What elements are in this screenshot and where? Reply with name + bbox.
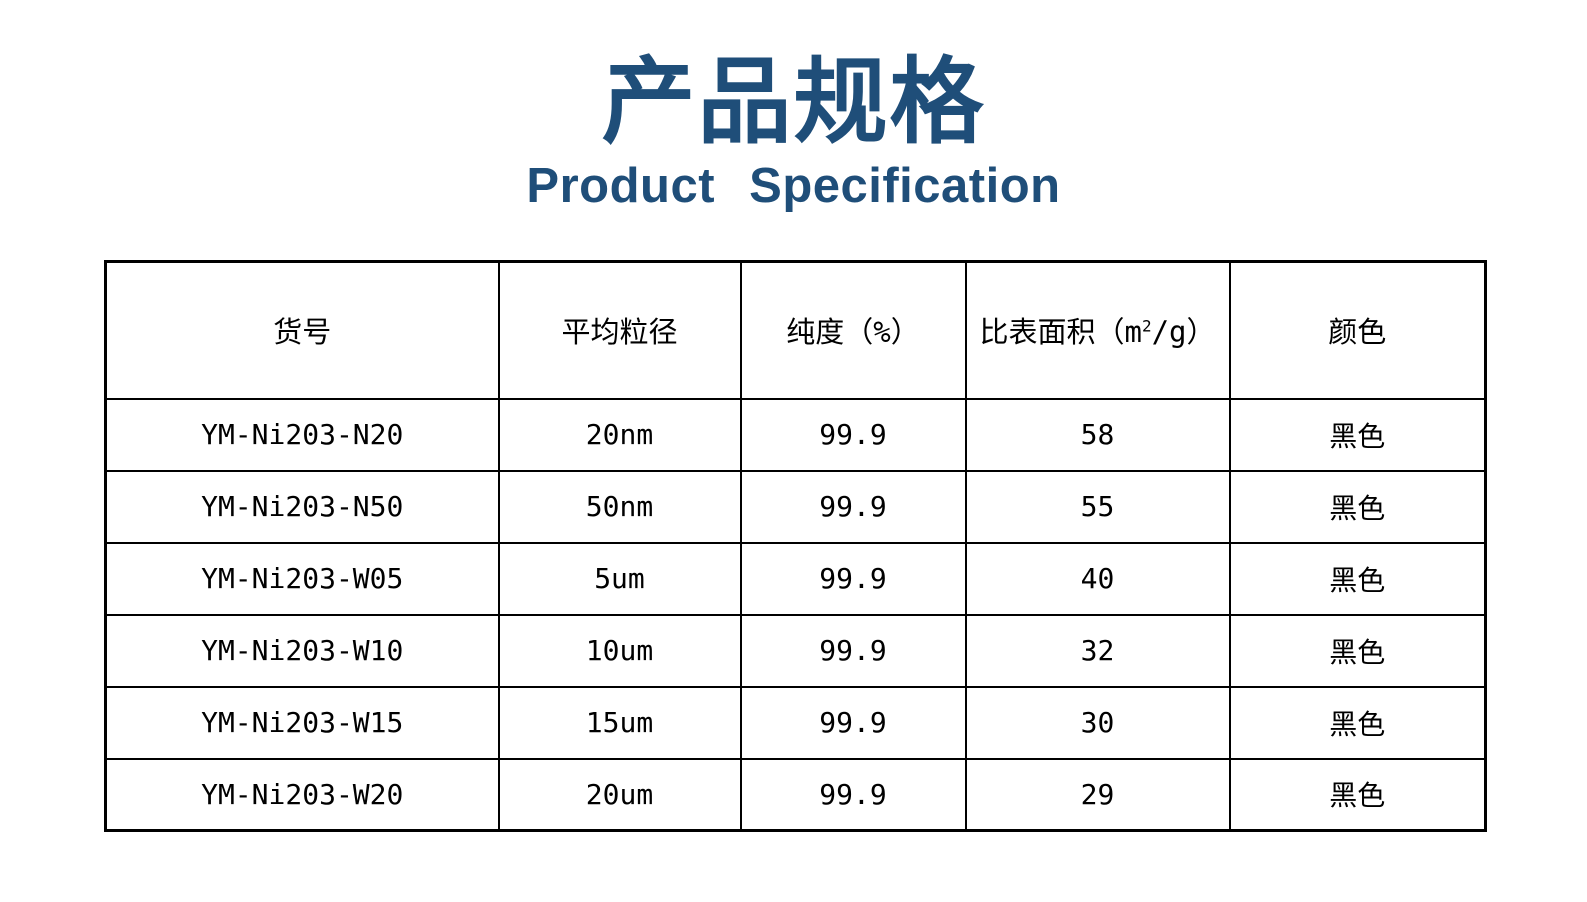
- cell-color: 黑色: [1228, 613, 1487, 688]
- page-title-en: Product Specification: [526, 159, 1061, 213]
- cell-surface-area: 32: [964, 613, 1231, 688]
- cell-item-no: YM-Ni203-W05: [104, 541, 500, 616]
- cell-purity: 99.9: [739, 397, 967, 472]
- cell-item-no: YM-Ni203-W20: [104, 757, 500, 832]
- cell-color: 黑色: [1228, 757, 1487, 832]
- spec-table: 货号 平均粒径 纯度（%） 比表面积（m2/g） 颜色 YM-Ni203-N20…: [104, 260, 1487, 832]
- cell-avg-particle-size: 10um: [497, 613, 742, 688]
- cell-surface-area: 40: [964, 541, 1231, 616]
- col-header-item-no: 货号: [104, 260, 500, 400]
- cell-avg-particle-size: 5um: [497, 541, 742, 616]
- table-row: YM-Ni203-W15 15um 99.9 30 黑色: [104, 685, 1487, 760]
- cell-purity: 99.9: [739, 757, 967, 832]
- cell-color: 黑色: [1228, 469, 1487, 544]
- page-title-cn: 产品规格: [601, 49, 986, 154]
- cell-item-no: YM-Ni203-W15: [104, 685, 500, 760]
- page-header: 产品规格 Product Specification: [0, 0, 1587, 213]
- cell-surface-area: 58: [964, 397, 1231, 472]
- cell-color: 黑色: [1228, 397, 1487, 472]
- cell-surface-area: 30: [964, 685, 1231, 760]
- table-row: YM-Ni203-N20 20nm 99.9 58 黑色: [104, 397, 1487, 472]
- cell-purity: 99.9: [739, 469, 967, 544]
- ssa-label-suffix: /g）: [1151, 315, 1216, 350]
- col-header-avg-particle-size: 平均粒径: [497, 260, 742, 400]
- col-header-color: 颜色: [1228, 260, 1487, 400]
- table-row: YM-Ni203-N50 50nm 99.9 55 黑色: [104, 469, 1487, 544]
- cell-avg-particle-size: 15um: [497, 685, 742, 760]
- cell-surface-area: 29: [964, 757, 1231, 832]
- table-header-row: 货号 平均粒径 纯度（%） 比表面积（m2/g） 颜色: [104, 260, 1487, 400]
- cell-item-no: YM-Ni203-N20: [104, 397, 500, 472]
- col-header-specific-surface-area: 比表面积（m2/g）: [964, 260, 1231, 400]
- cell-item-no: YM-Ni203-N50: [104, 469, 500, 544]
- cell-color: 黑色: [1228, 541, 1487, 616]
- ssa-label-prefix: 比表面积（m: [979, 315, 1142, 350]
- table-row: YM-Ni203-W10 10um 99.9 32 黑色: [104, 613, 1487, 688]
- cell-purity: 99.9: [739, 613, 967, 688]
- table-row: YM-Ni203-W05 5um 99.9 40 黑色: [104, 541, 1487, 616]
- cell-color: 黑色: [1228, 685, 1487, 760]
- col-header-purity: 纯度（%）: [739, 260, 967, 400]
- cell-surface-area: 55: [964, 469, 1231, 544]
- cell-avg-particle-size: 20nm: [497, 397, 742, 472]
- table-row: YM-Ni203-W20 20um 99.9 29 黑色: [104, 757, 1487, 832]
- cell-avg-particle-size: 50nm: [497, 469, 742, 544]
- cell-purity: 99.9: [739, 541, 967, 616]
- cell-purity: 99.9: [739, 685, 967, 760]
- ssa-label-superscript: 2: [1141, 316, 1152, 336]
- cell-avg-particle-size: 20um: [497, 757, 742, 832]
- cell-item-no: YM-Ni203-W10: [104, 613, 500, 688]
